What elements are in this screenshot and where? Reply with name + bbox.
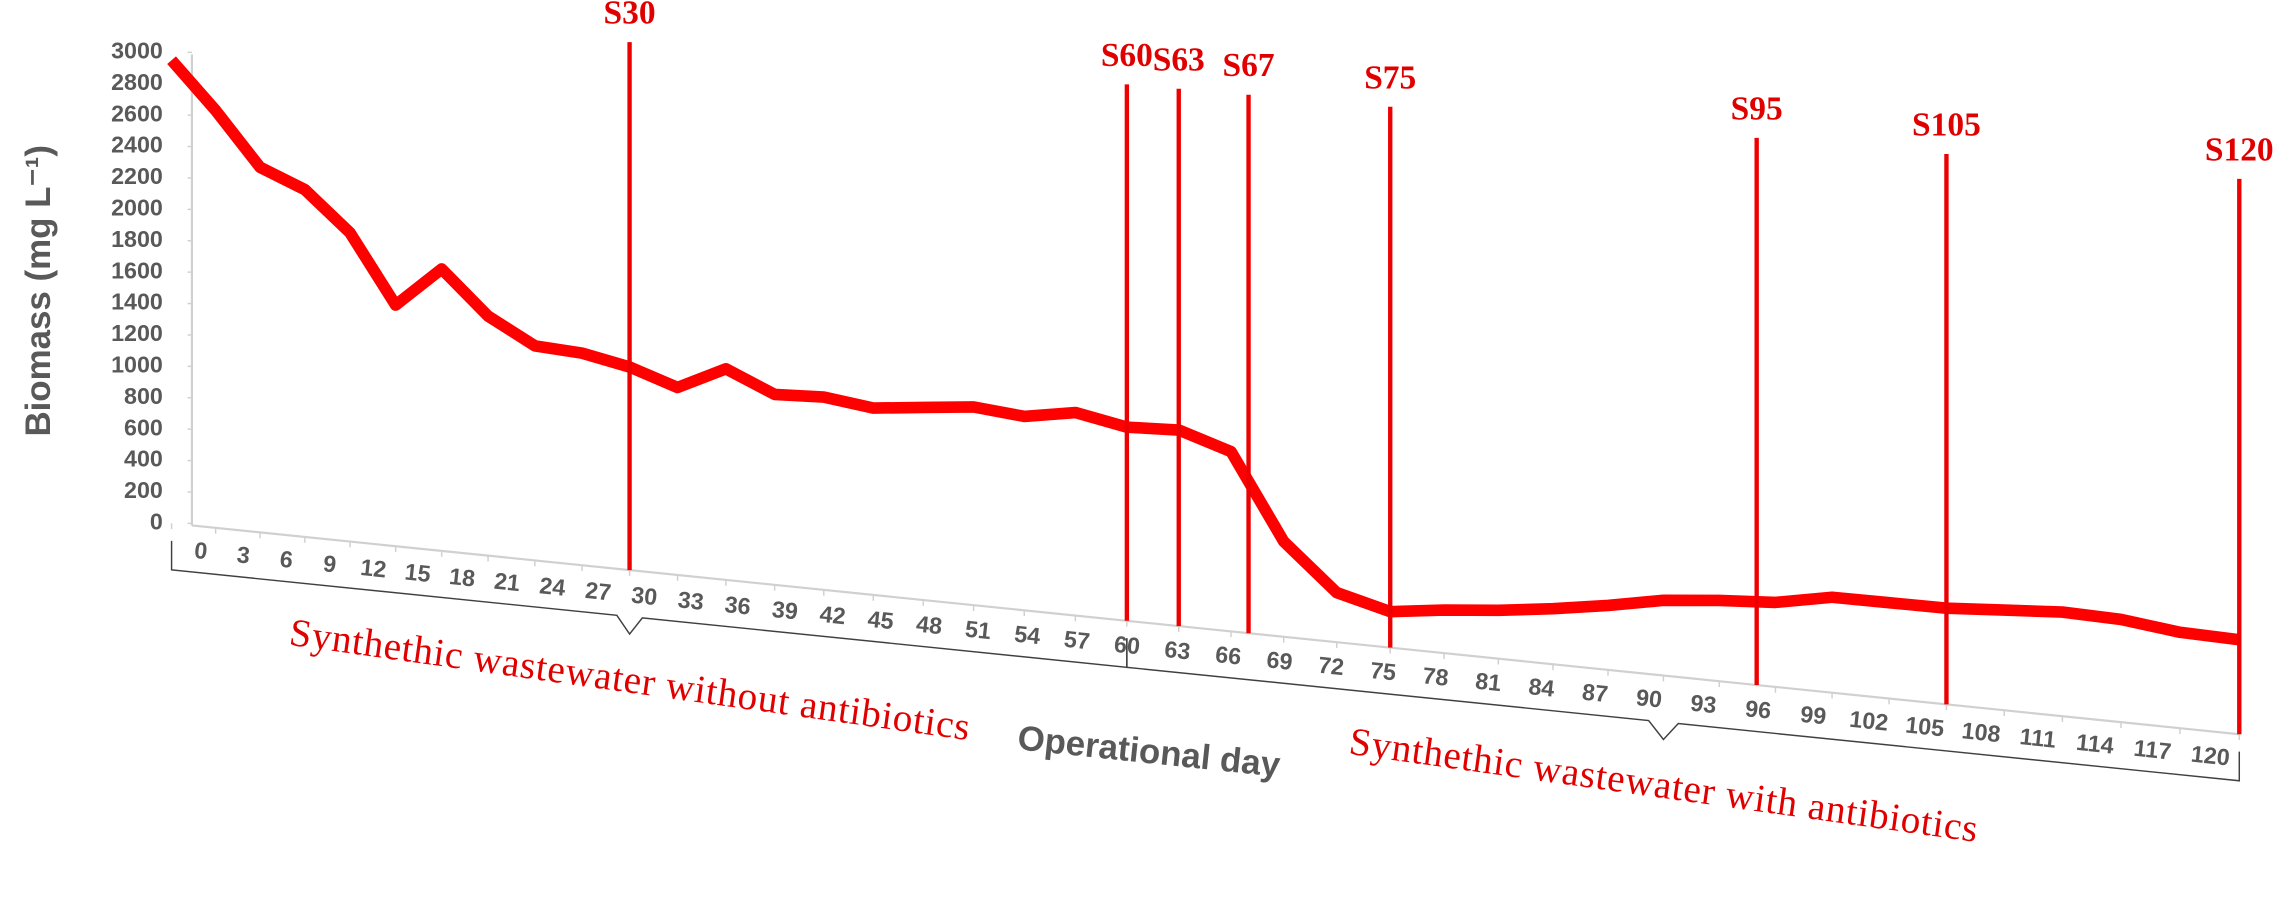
x-tick-label: 48 [915,611,944,640]
x-tick-label: 21 [493,568,522,597]
marker-label: S63 [1153,41,1205,78]
x-axis-line [191,524,2240,736]
y-tick-label: 3000 [111,37,163,63]
y-tick-label: 2200 [111,163,163,189]
x-tick-label: 102 [1848,706,1889,736]
x-tick-label: 45 [867,606,896,635]
y-tick-label: 1800 [111,226,163,252]
x-tick-label: 18 [448,563,477,592]
y-tick-label: 1000 [111,352,163,378]
x-tick-label: 75 [1369,657,1398,686]
y-axis-title: Biomass (mg L⁻¹) [19,145,58,437]
marker-label: S60 [1101,37,1153,74]
y-tick-label: 200 [124,477,163,503]
x-tick-label: 114 [2075,729,2115,759]
x-tick-label: 93 [1689,690,1718,719]
x-tick-label: 69 [1265,646,1294,675]
x-tick-label: 72 [1317,652,1345,681]
x-tick-label: 84 [1527,673,1556,702]
x-tick-label: 108 [1961,717,2002,747]
x-tick-label: 15 [403,558,432,587]
x-tick-label: 12 [359,554,387,583]
x-tick-label: 9 [322,550,338,577]
x-tick-label: 51 [964,616,993,645]
y-tick-label: 1200 [111,320,163,346]
y-tick-label: 600 [124,414,163,440]
marker-label: S105 [1912,107,1981,144]
marker-label: S75 [1364,59,1416,96]
x-tick-label: 54 [1013,621,1042,650]
y-tick-label: 400 [124,446,163,472]
x-tick-label: 30 [630,582,658,611]
x-tick-label: 39 [771,596,800,625]
y-tick-label: 2800 [111,69,163,95]
x-tick-label: 57 [1063,626,1091,655]
x-tick-label: 99 [1799,701,1828,730]
x-tick-label: 105 [1904,712,1945,742]
marker-label: S67 [1223,47,1275,84]
y-tick-label: 2400 [111,132,163,158]
x-tick-label: 81 [1474,668,1503,697]
x-tick-label: 36 [723,591,752,620]
x-tick-label: 3 [236,541,252,568]
y-tick-label: 2000 [111,194,163,220]
y-tick-label: 800 [124,383,163,409]
y-tick-label: 1600 [111,257,163,283]
x-tick-label: 42 [818,601,846,630]
x-tick-label: 27 [584,577,612,606]
x-tick-label: 111 [2019,723,2058,753]
x-tick-label: 33 [677,586,706,615]
y-tick-label: 1400 [111,289,163,315]
x-tick-label: 24 [538,572,567,601]
y-tick-label: 2600 [111,100,163,126]
x-tick-label: 66 [1214,641,1243,670]
data-line [167,56,2241,646]
marker-label: S30 [604,0,656,32]
marker-label: S120 [2205,131,2274,168]
x-tick-label: 6 [279,546,295,573]
x-tick-label: 96 [1744,695,1773,724]
x-tick-label: 120 [2190,741,2231,771]
x-tick-label: 0 [193,537,209,564]
brace [1126,638,2241,782]
x-tick-label: 63 [1163,636,1192,665]
marker-label: S95 [1731,90,1783,127]
y-tick-label: 0 [150,509,163,535]
x-tick-label: 78 [1421,662,1450,691]
x-tick-label: 90 [1635,684,1663,713]
x-axis-title: Operational day [1016,718,1283,784]
x-tick-label: 87 [1581,679,1609,708]
x-tick-label: 117 [2132,735,2172,765]
